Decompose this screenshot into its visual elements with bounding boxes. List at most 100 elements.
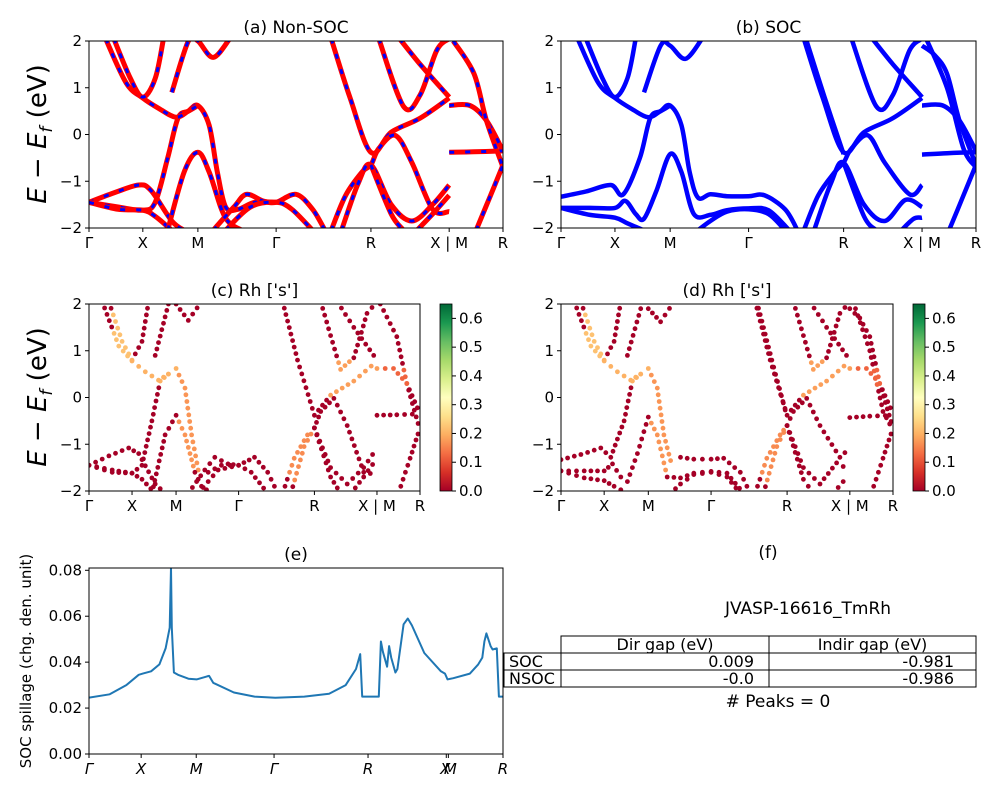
projected-band-point xyxy=(182,385,188,391)
band-line-soc xyxy=(900,215,923,228)
projected-band-point xyxy=(666,451,672,457)
projected-band-point xyxy=(763,484,768,490)
projected-band-point xyxy=(184,399,190,404)
projected-band-point xyxy=(387,412,393,418)
projected-band-point xyxy=(873,375,879,381)
projected-band-point xyxy=(580,304,582,305)
panel-e-plot-area xyxy=(89,568,503,699)
projected-band-point xyxy=(123,470,128,476)
table-row-label: SOC xyxy=(509,652,543,671)
projected-band-point xyxy=(141,325,147,331)
projected-band-point xyxy=(804,396,810,401)
projected-band-point xyxy=(678,454,683,460)
projected-band-point xyxy=(582,312,588,318)
projected-band-point xyxy=(193,453,199,459)
projected-band-point xyxy=(351,325,357,330)
projected-band-point xyxy=(145,305,150,311)
panel-c-xtick-label: M xyxy=(170,497,183,515)
projected-band-point xyxy=(413,414,419,420)
projected-band-point xyxy=(166,371,171,377)
projected-band-point xyxy=(810,367,816,372)
projected-band-point xyxy=(400,476,406,482)
panel-b-xtick-label: M xyxy=(664,234,677,252)
projected-band-point xyxy=(817,481,823,487)
band-line-soc xyxy=(576,41,672,120)
projected-band-point xyxy=(260,464,266,470)
projected-band-point xyxy=(156,458,162,464)
projected-band-point xyxy=(831,330,837,335)
projected-band-point xyxy=(114,337,119,343)
projected-band-point xyxy=(637,443,642,449)
projected-band-point xyxy=(215,467,221,473)
projected-band-point xyxy=(601,468,607,474)
projected-band-point xyxy=(678,481,683,487)
colorbar-d-tick-label: 0.2 xyxy=(932,424,956,442)
projected-band-point xyxy=(853,306,858,312)
panel-c-xtick-label: X xyxy=(127,497,137,515)
projected-band-point xyxy=(347,318,353,324)
panel-d-xtick-label: M xyxy=(642,497,655,515)
projected-band-point xyxy=(334,353,339,359)
panel-e-xtick-label: X xyxy=(439,760,451,778)
band-line-nonsoc xyxy=(398,41,452,99)
ylabel-ef: E xyxy=(23,395,53,412)
projected-band-point xyxy=(301,444,307,449)
projected-band-point xyxy=(788,436,794,442)
projected-band-point xyxy=(334,402,340,408)
projected-band-point xyxy=(611,339,617,344)
projected-band-point xyxy=(411,443,417,449)
projected-band-point xyxy=(119,448,125,453)
projected-band-point xyxy=(284,476,290,482)
projected-band-point xyxy=(185,405,191,411)
projected-band-point xyxy=(588,476,594,482)
panel-e-xtick-label: Γ xyxy=(85,760,95,778)
projected-band-point xyxy=(766,344,771,350)
ylabel-minus: − xyxy=(23,412,53,450)
projected-band-point xyxy=(153,471,159,477)
projected-band-point xyxy=(338,409,343,415)
panel-e-frame xyxy=(88,567,504,755)
projected-band-point xyxy=(155,465,161,470)
projected-band-point xyxy=(787,416,793,421)
projected-band-point xyxy=(151,484,156,490)
projected-band-point xyxy=(349,436,355,442)
panel-b-xtick-label: Γ xyxy=(557,234,566,252)
projected-band-point xyxy=(636,313,642,318)
projected-band-point xyxy=(871,368,877,374)
projected-band-point xyxy=(583,331,589,336)
projected-band-point xyxy=(867,413,873,419)
projected-band-point xyxy=(635,451,640,456)
projected-band-point xyxy=(801,392,806,398)
projected-band-point xyxy=(767,351,773,356)
projected-band-point xyxy=(176,419,182,425)
projected-band-point xyxy=(632,326,638,332)
projected-band-point xyxy=(190,463,196,469)
projected-band-point xyxy=(152,405,158,410)
projected-band-point xyxy=(361,469,367,475)
projected-band-point xyxy=(884,415,889,421)
projected-band-point xyxy=(365,458,371,464)
projected-band-point xyxy=(301,438,307,444)
panel-f: (f) JVASP-16616_TmRh Dir gap (eV) Indir gap… xyxy=(503,543,977,712)
projected-band-point xyxy=(828,330,833,336)
band-line-soc xyxy=(584,41,638,100)
projected-band-point xyxy=(159,327,165,333)
projected-band-point xyxy=(716,472,722,477)
projected-band-point xyxy=(628,385,634,391)
projected-band-point xyxy=(291,344,297,350)
projected-band-point xyxy=(282,483,288,489)
projected-band-point xyxy=(574,468,579,474)
projected-band-point xyxy=(828,342,833,348)
projected-band-point xyxy=(136,345,142,350)
projected-band-point xyxy=(143,443,149,449)
projected-band-point xyxy=(89,462,92,468)
projected-band-point xyxy=(286,325,292,330)
projected-band-point xyxy=(591,339,597,344)
projected-band-point xyxy=(648,372,654,378)
projected-band-point xyxy=(628,339,634,345)
projected-band-point xyxy=(876,388,881,394)
panel-c-xtick-label: X | M xyxy=(358,497,396,515)
projected-band-point xyxy=(328,474,333,480)
projected-band-point xyxy=(320,306,326,311)
projected-band-point xyxy=(182,432,188,438)
